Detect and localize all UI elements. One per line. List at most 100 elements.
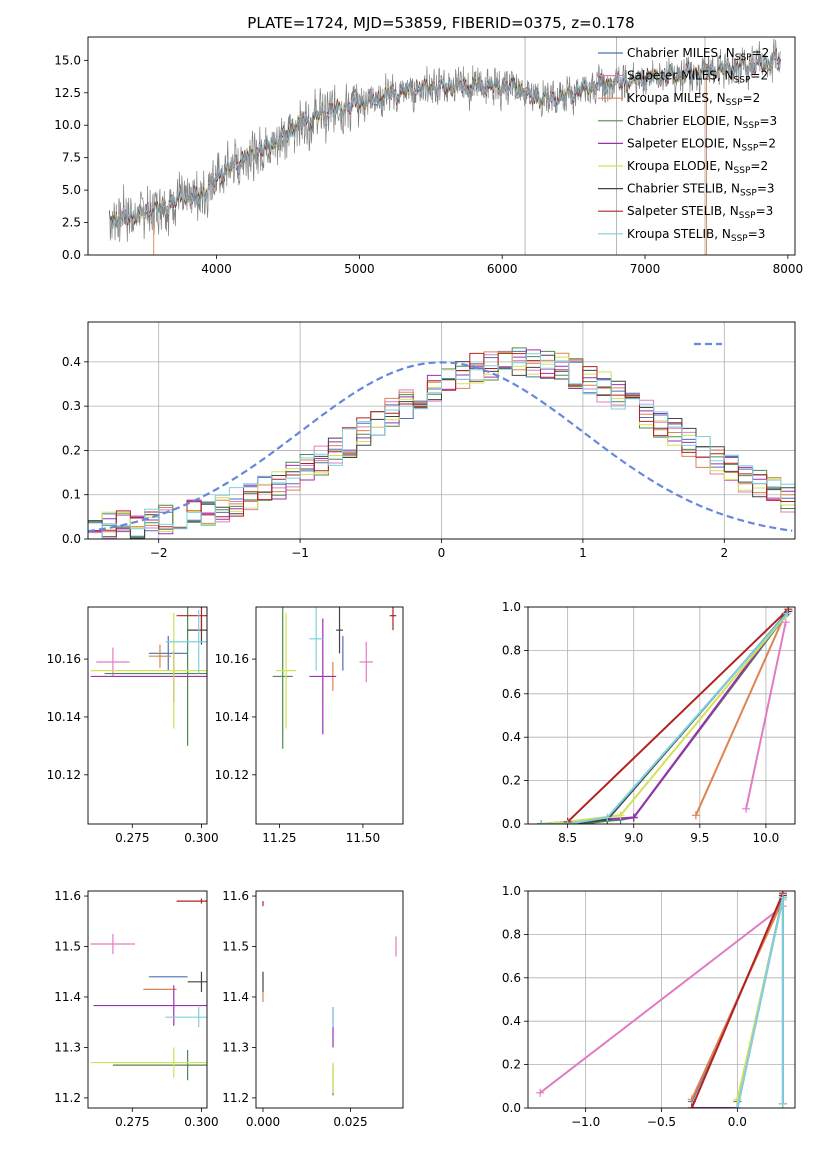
massweight-line-salpeter_stelib [690, 892, 784, 1108]
legend-suffix: =2 [758, 136, 776, 150]
y-tick-label: 0.2 [502, 774, 521, 788]
panel-massweight-vs-metallicity: −1.0 −0.5 0.0 0.0 0.2 0.4 0.6 0.8 1.0 [502, 884, 796, 1129]
legend-entry-kroupa_miles: Kroupa MILES, NSSP=2 [627, 91, 760, 108]
x-tick-label: −2 [150, 546, 168, 560]
y-tick-label: 11.5 [222, 940, 249, 954]
legend-entry-kroupa_elodie: Kroupa ELODIE, NSSP=2 [627, 159, 768, 176]
massweight-marker-salpeter_stelib [784, 607, 793, 614]
x-tick-label: 0.275 [115, 831, 149, 845]
axes-frame [87, 606, 208, 825]
y-tick-label: 0.4 [62, 355, 81, 369]
legend-subscript: SSP [739, 211, 756, 221]
y-tick-label: 0.8 [502, 643, 521, 657]
panel-age-vs-metallicity: 0.275 0.300 10.12 10.14 10.16 [47, 606, 219, 845]
plot-area [272, 607, 397, 749]
normal-distribution-curve [88, 361, 793, 533]
y-tick-label: 11.6 [222, 889, 249, 903]
y-tick-label: 7.5 [62, 151, 81, 165]
x-tick-label: 4000 [201, 262, 232, 276]
y-tick-label: 0.2 [502, 1058, 521, 1072]
x-tick-label: 6000 [487, 262, 518, 276]
legend-label: Chabrier ELODIE, N [627, 114, 743, 128]
massweight-marker-kroupa_stelib [783, 609, 792, 618]
axes-frame [255, 606, 404, 825]
x-tick-label: 0 [438, 546, 446, 560]
x-tick-label: 1 [579, 546, 587, 560]
y-tick-label: 11.4 [54, 990, 81, 1004]
massweight-marker-kroupa_elodie [616, 811, 625, 820]
axes-frame [87, 36, 796, 256]
x-tick-label: 0.275 [115, 1115, 149, 1129]
y-tick-label: 0.1 [62, 488, 81, 502]
x-tick-label: 5000 [344, 262, 375, 276]
y-tick-label: 11.5 [54, 940, 81, 954]
y-tick-label: 10.0 [54, 118, 81, 132]
y-tick-label: 10.14 [215, 710, 249, 724]
massweight-marker-kroupa_miles [691, 811, 700, 820]
panel-residuals: −2 −1 0 1 2 0.0 0.1 0.2 0.3 0.4 [62, 321, 796, 560]
panel-mass-vs-metallicity: 0.275 0.300 11.2 11.3 11.4 11.5 11.6 [54, 889, 218, 1129]
x-tick-label: 0.300 [184, 1115, 218, 1129]
y-tick-label: 1.0 [502, 600, 521, 614]
y-tick-label: 0.4 [502, 1014, 521, 1028]
y-tick-label: 0.0 [62, 248, 81, 262]
massweight-marker-kroupa_stelib [537, 820, 546, 824]
legend-entry-chabrier_stelib: Chabrier STELIB, NSSP=3 [627, 182, 775, 199]
massweight-line-kroupa_miles [694, 615, 786, 816]
panel-spectrum: 4000 5000 6000 7000 8000 0.0 2.5 5.0 7.5 10.0 12.5… [54, 36, 803, 276]
y-tick-label: 11.2 [222, 1091, 249, 1105]
y-tick-label: 0.3 [62, 399, 81, 413]
x-tick-label: 8.5 [558, 831, 577, 845]
massweight-line-kroupa_stelib [736, 897, 784, 1108]
massweight-marker-kroupa_stelib [563, 820, 572, 824]
plot-area [90, 607, 207, 746]
plot-area [262, 901, 397, 1096]
legend-label: Salpeter ELODIE, N [627, 136, 741, 150]
legend-entry-salpeter_elodie: Salpeter ELODIE, NSSP=2 [627, 136, 776, 153]
legend-suffix: =2 [752, 46, 770, 60]
massweight-line-salpeter_miles [539, 905, 784, 1094]
y-tick-label: 11.4 [222, 990, 249, 1004]
x-tick-label: 11.25 [262, 831, 296, 845]
y-tick-label: 10.12 [215, 768, 249, 782]
y-tick-label: 5.0 [62, 183, 81, 197]
panel-mass-vs-ebv: 0.000 0.025 11.2 11.3 11.4 11.5 11.6 [222, 889, 404, 1129]
y-tick-label: 0.0 [502, 817, 521, 831]
massweight-line-salpeter_miles [745, 621, 787, 810]
y-tick-label: 11.3 [54, 1040, 81, 1054]
y-tick-label: 0.6 [502, 971, 521, 985]
legend-subscript: SSP [735, 53, 752, 63]
plot-area [537, 607, 793, 824]
plot-area [88, 347, 795, 539]
x-tick-label: 0.0 [728, 1115, 747, 1129]
legend-label: Chabrier MILES, N [627, 46, 735, 60]
legend-subscript: SSP [726, 98, 743, 108]
massweight-marker-salpeter_miles [536, 1088, 545, 1097]
legend-entry-chabrier_miles: Chabrier MILES, NSSP=2 [627, 46, 769, 63]
y-tick-label: 2.5 [62, 216, 81, 230]
panel-age-vs-mass: 11.25 11.50 10.12 10.14 10.16 [215, 606, 404, 845]
legend-suffix: =3 [759, 114, 777, 128]
x-tick-label: 0.000 [246, 1115, 280, 1129]
axes-frame [87, 321, 796, 540]
legend-label: Kroupa ELODIE, N [627, 159, 734, 173]
y-tick-label: 15.0 [54, 53, 81, 67]
massweight-marker-kroupa_stelib [603, 813, 612, 822]
massweight-line-chabrier_stelib [541, 610, 790, 824]
y-tick-label: 1.0 [502, 884, 521, 898]
legend-subscript: SSP [740, 189, 757, 199]
axes-frame [87, 890, 208, 1109]
histogram-kroupa_stelib [88, 353, 795, 539]
x-tick-label: 11.50 [346, 831, 380, 845]
massweight-marker-kroupa_stelib [778, 893, 787, 902]
legend-suffix: =2 [750, 159, 768, 173]
massweight-marker-salpeter_elodie [629, 813, 638, 822]
y-tick-label: 0.6 [502, 687, 521, 701]
legend-subscript: SSP [734, 76, 751, 86]
massweight-marker-salpeter_stelib [687, 1104, 696, 1108]
legend-entry-salpeter_stelib: Salpeter STELIB, NSSP=3 [627, 204, 773, 221]
plot-area [90, 898, 207, 1081]
x-tick-label: 9.5 [690, 831, 709, 845]
